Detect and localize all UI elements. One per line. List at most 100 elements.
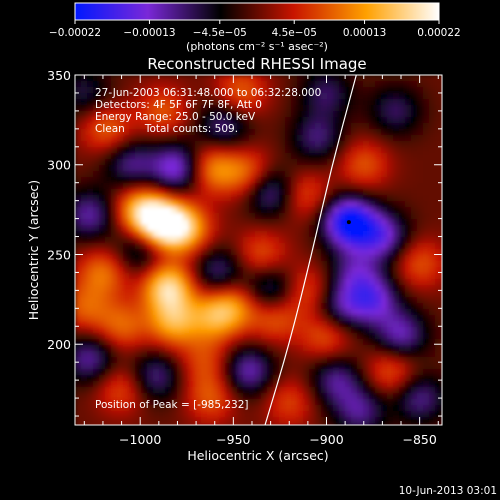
heatmap-cell [399, 423, 406, 425]
heatmap-cell [171, 369, 178, 376]
heatmap-cell [267, 177, 274, 184]
heatmap-cell [165, 387, 172, 394]
heatmap-cell [207, 129, 214, 136]
heatmap-cell [369, 159, 376, 166]
heatmap-cell [135, 207, 142, 214]
heatmap-cell [129, 255, 136, 262]
heatmap-cell [321, 207, 328, 214]
heatmap-cell [105, 159, 112, 166]
heatmap-cell [237, 351, 244, 358]
heatmap-cell [165, 411, 172, 418]
heatmap-cell [375, 165, 382, 172]
heatmap-cell [327, 339, 334, 346]
heatmap-cell [387, 117, 394, 124]
heatmap-cell [117, 303, 124, 310]
heatmap-cell [327, 183, 334, 190]
heatmap-cell [375, 99, 382, 106]
heatmap-cell [207, 399, 214, 406]
heatmap-cell [387, 327, 394, 334]
heatmap-cell [285, 279, 292, 286]
heatmap-cell [213, 303, 220, 310]
heatmap-cell [375, 405, 382, 412]
heatmap-cell [381, 309, 388, 316]
heatmap-cell [267, 411, 274, 418]
heatmap-cell [99, 411, 106, 418]
heatmap-cell [273, 255, 280, 262]
heatmap-cell [183, 219, 190, 226]
heatmap-cell [369, 195, 376, 202]
heatmap-cell [135, 261, 142, 268]
heatmap-cell [135, 105, 142, 112]
heatmap-cell [123, 333, 130, 340]
heatmap-cell [219, 297, 226, 304]
heatmap-cell [75, 237, 82, 244]
heatmap-cell [219, 363, 226, 370]
heatmap-cell [249, 297, 256, 304]
heatmap-cell [195, 261, 202, 268]
heatmap-cell [351, 369, 358, 376]
heatmap-cell [279, 135, 286, 142]
heatmap-cell [123, 225, 130, 232]
heatmap-cell [357, 291, 364, 298]
heatmap-cell [345, 81, 352, 88]
heatmap-cell [429, 417, 436, 424]
heatmap-cell [243, 417, 250, 424]
heatmap-cell [279, 405, 286, 412]
heatmap-cell [105, 375, 112, 382]
heatmap-cell [201, 147, 208, 154]
heatmap-cell [213, 165, 220, 172]
heatmap-cell [399, 327, 406, 334]
heatmap-cell [147, 87, 154, 94]
heatmap-cell [381, 141, 388, 148]
heatmap-cell [423, 375, 430, 382]
heatmap-cell [153, 267, 160, 274]
heatmap-cell [189, 273, 196, 280]
heatmap-cell [375, 171, 382, 178]
heatmap-cell [363, 219, 370, 226]
heatmap-cell [417, 285, 424, 292]
heatmap-cell [405, 237, 412, 244]
heatmap-cell [291, 117, 298, 124]
heatmap-cell [201, 87, 208, 94]
heatmap-cell [165, 297, 172, 304]
heatmap-cell [399, 111, 406, 118]
heatmap-cell [411, 135, 418, 142]
heatmap-cell [291, 363, 298, 370]
heatmap-cell [267, 87, 274, 94]
heatmap-cell [351, 411, 358, 418]
heatmap-cell [435, 117, 442, 124]
heatmap-cell [381, 201, 388, 208]
heatmap-cell [135, 237, 142, 244]
heatmap-cell [435, 243, 442, 250]
heatmap-cell [387, 99, 394, 106]
heatmap-cell [117, 285, 124, 292]
heatmap-cell [75, 315, 82, 322]
heatmap-cell [195, 87, 202, 94]
heatmap-cell [243, 93, 250, 100]
heatmap-cell [213, 117, 220, 124]
heatmap-cell [243, 411, 250, 418]
heatmap-cell [99, 189, 106, 196]
heatmap-cell [87, 177, 94, 184]
heatmap-cell [171, 285, 178, 292]
heatmap-cell [201, 165, 208, 172]
heatmap-cell [105, 405, 112, 412]
heatmap-cell [261, 99, 268, 106]
heatmap-cell [309, 183, 316, 190]
heatmap-cell [285, 93, 292, 100]
heatmap-cell [201, 345, 208, 352]
heatmap-cell [87, 255, 94, 262]
heatmap-cell [435, 183, 442, 190]
heatmap-cell [135, 129, 142, 136]
heatmap-cell [267, 243, 274, 250]
heatmap-cell [177, 303, 184, 310]
heatmap-cell [369, 141, 376, 148]
heatmap-cell [285, 261, 292, 268]
heatmap-cell [237, 225, 244, 232]
heatmap-cell [429, 399, 436, 406]
heatmap-cell [297, 219, 304, 226]
heatmap-cell [315, 327, 322, 334]
heatmap-cell [297, 363, 304, 370]
y-tick-label: 300 [47, 158, 71, 173]
heatmap-cell [435, 255, 442, 262]
